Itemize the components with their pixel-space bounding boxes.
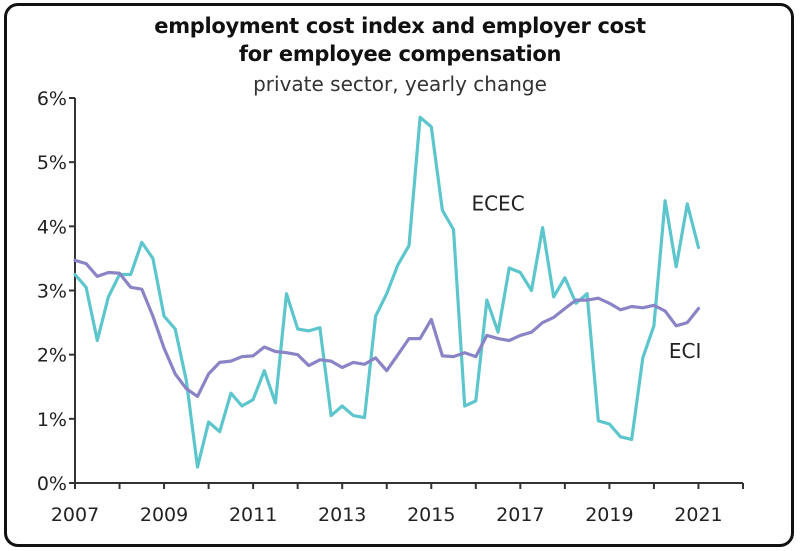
y-tick-label: 4% xyxy=(37,216,67,238)
chart-frame xyxy=(4,3,794,547)
x-tick-label: 2007 xyxy=(51,504,99,526)
series-line-eci xyxy=(73,258,701,398)
y-tick-label: 3% xyxy=(37,281,67,303)
x-tick-label: 2011 xyxy=(229,504,277,526)
x-tick-label: 2013 xyxy=(318,504,366,526)
y-tick-label: 2% xyxy=(37,345,67,367)
x-tick-label: 2021 xyxy=(674,504,722,526)
y-tick-label: 1% xyxy=(37,409,67,431)
y-tick-label: 5% xyxy=(37,152,67,174)
chart-title: employment cost index and employer cost xyxy=(154,14,646,38)
y-tick-label: 6% xyxy=(37,88,67,110)
x-tick-label: 2015 xyxy=(407,504,455,526)
chart-title-line2: for employee compensation xyxy=(238,42,562,66)
x-tick-label: 2019 xyxy=(585,504,633,526)
y-tick-label: 0% xyxy=(37,473,67,495)
series-label-eci: ECI xyxy=(669,339,702,363)
series-line-ecec xyxy=(73,115,701,469)
x-tick-label: 2017 xyxy=(496,504,544,526)
x-tick-label: 2009 xyxy=(140,504,188,526)
series-label-ecec: ECEC xyxy=(471,191,524,215)
chart-subtitle: private sector, yearly change xyxy=(253,72,547,96)
